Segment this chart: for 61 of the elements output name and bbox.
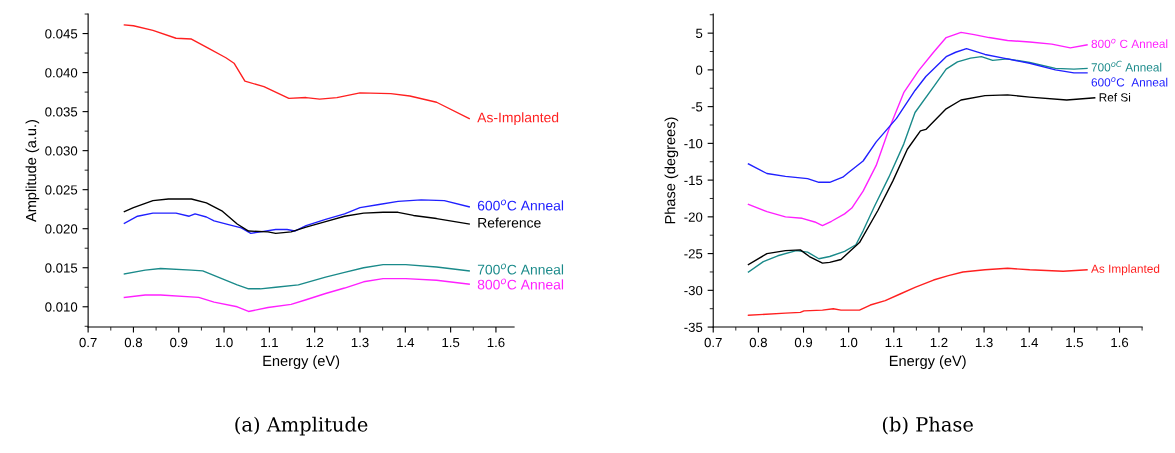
y-tick-label: -30 [684,285,703,296]
x-tick-label: 0.8 [749,337,767,348]
y-axis-title: Amplitude (a.u.) [25,119,40,222]
text: (a) Amplitude [235,416,368,436]
y-tick-label: -5 [691,102,703,112]
line-series [123,263,470,290]
x-tick-label: 0.7 [704,337,722,348]
y-tick-label: -25 [684,249,703,259]
y-tick-label: -20 [684,212,703,222]
line-series [747,31,1088,227]
x-tick-label: 1.2 [930,337,948,348]
x-axis-title: Energy (eV) [889,355,966,369]
x-tick-label: 1.0 [840,337,858,348]
x-tick-label: 0.9 [794,337,813,348]
y-tick-label: 0.045 [45,29,78,39]
x-tick-label: 0.9 [170,337,188,348]
series-label: Reference [478,217,541,228]
x-tick-label: 1.3 [975,337,993,348]
y-tick-label: 0.030 [45,146,78,156]
line-series [747,55,1088,273]
x-tick-label: 0.7 [79,337,97,348]
series-label: As Implanted [1091,264,1160,276]
x-axis-title: Energy (eV) [263,355,340,369]
x-tick-label: 1.5 [442,337,460,348]
line-series [747,94,1096,266]
y-tick-label: 0 [695,65,703,75]
series-label: Ref Si [1099,92,1131,102]
x-tick-label: 1.4 [397,337,415,348]
y-tick-label: 5 [696,28,703,39]
x-tick-label: 1.4 [1021,337,1039,348]
x-tick-label: 1.0 [215,337,233,348]
x-tick-label: 1.1 [261,337,278,348]
text: (b) Phase [882,416,973,435]
series-label: As-Implanted [477,112,559,126]
x-tick-label: 1.6 [1111,337,1129,348]
x-tick-label: 1.5 [1066,337,1083,348]
x-tick-label: 1.1 [885,337,903,348]
x-tick-label: 0.8 [124,337,143,348]
y-tick-label: 0.025 [45,185,78,195]
x-tick-label: 1.2 [306,337,324,348]
series-label: 700$^{oC}$ Anneal [1091,60,1162,72]
y-tick-label: 0.040 [45,68,78,78]
y-tick-label: -15 [684,175,703,186]
series-label: 800$^{o}$C Anneal [477,278,564,290]
series-label: 800$^{o}$ C Anneal [1091,38,1168,49]
x-tick-label: 1.3 [351,337,369,348]
y-tick-label: 0.010 [45,302,78,312]
series-label: 600$^{o}$C Anneal [1091,77,1168,87]
y-tick-label: -10 [684,138,703,149]
series-label: 700$^{o}$C Anneal [477,263,564,275]
y-tick-label: -35 [684,322,703,332]
series-label: 600$^{o}$C Anneal [477,199,564,211]
y-tick-label: 0.015 [45,263,78,273]
line-series [747,47,1088,184]
line-series [123,24,470,120]
y-tick-label: 0.020 [45,224,78,234]
x-tick-label: 1.6 [487,337,505,348]
line-series [747,267,1088,317]
line-series [123,277,470,313]
y-axis-title: Phase (degrees) [664,117,679,224]
y-tick-label: 0.035 [45,107,78,117]
